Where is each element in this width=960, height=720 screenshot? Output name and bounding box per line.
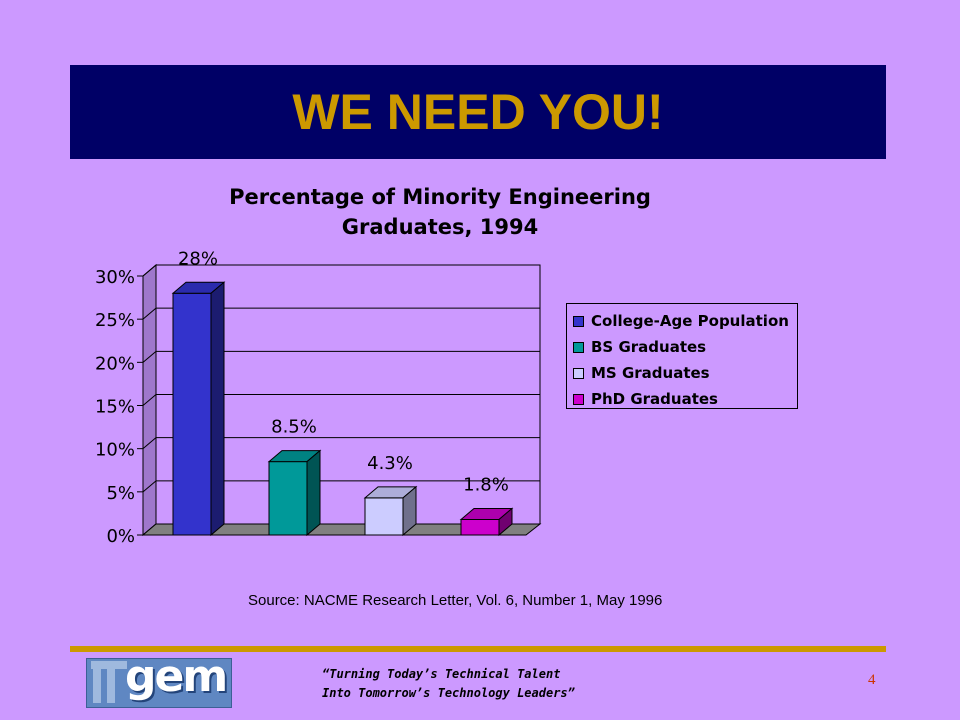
chart-title: Percentage of Minority Engineering Gradu… xyxy=(160,182,720,242)
y-tick-label: 5% xyxy=(106,483,135,504)
data-label: 8.5% xyxy=(271,417,317,438)
tagline-line-2: Into Tomorrow’s Technology Leaders” xyxy=(322,686,575,700)
legend-item: PhD Graduates xyxy=(573,386,797,412)
logo-wordmark: gem xyxy=(125,658,228,702)
bar-4 xyxy=(460,518,500,536)
source-citation: Source: NACME Research Letter, Vol. 6, N… xyxy=(248,592,663,609)
data-label: 1.8% xyxy=(463,474,509,495)
legend-swatch xyxy=(573,341,584,353)
y-tick-label: 30% xyxy=(95,267,135,288)
slide-title: WE NEED YOU! xyxy=(292,84,664,140)
bar-side-1 xyxy=(210,281,225,537)
logo-pediment xyxy=(91,661,127,669)
chart-title-line-1: Percentage of Minority Engineering xyxy=(229,185,651,209)
gridline-side xyxy=(142,307,157,320)
legend-swatch xyxy=(573,367,584,379)
chart-title-line-2: Graduates, 1994 xyxy=(341,215,539,239)
footer-rule xyxy=(70,646,886,652)
legend-label: BS Graduates xyxy=(591,338,707,356)
legend-swatch xyxy=(573,315,584,327)
title-banner: WE NEED YOU! xyxy=(70,65,886,159)
gridline-side xyxy=(142,437,157,450)
legend-label: College-Age Population xyxy=(591,312,789,330)
y-tick-label: 25% xyxy=(95,310,135,331)
bar-side-4 xyxy=(498,507,513,537)
data-label: 4.3% xyxy=(367,453,413,474)
tagline: “Turning Today’s Technical Talent Into T… xyxy=(322,665,575,703)
gem-logo: gem xyxy=(86,658,232,708)
gridline-side xyxy=(142,394,157,406)
logo-pillar xyxy=(93,667,101,703)
gridline-side xyxy=(142,350,157,363)
chart-legend: College-Age Population BS Graduates MS Gra… xyxy=(566,303,798,409)
legend-label: PhD Graduates xyxy=(591,390,718,408)
gridline-side xyxy=(142,480,157,493)
legend-item: BS Graduates xyxy=(573,334,797,360)
legend-item: MS Graduates xyxy=(573,360,797,386)
bar-3 xyxy=(364,497,404,536)
gridline-side xyxy=(142,264,157,277)
bar-1 xyxy=(172,292,212,536)
bar-side-3 xyxy=(402,485,417,537)
y-tick-label: 15% xyxy=(95,397,135,418)
y-tick-label: 10% xyxy=(95,440,135,461)
data-label: 28% xyxy=(178,248,218,269)
logo-pillar xyxy=(107,667,115,703)
legend-label: MS Graduates xyxy=(591,364,710,382)
bar-side-2 xyxy=(306,449,321,537)
bar-2 xyxy=(268,461,308,536)
legend-item: College-Age Population xyxy=(573,308,797,334)
y-tick-label: 20% xyxy=(95,353,135,374)
legend-swatch xyxy=(573,393,584,405)
y-tick-label: 0% xyxy=(106,526,135,547)
page-number: 4 xyxy=(868,672,876,688)
tagline-line-1: “Turning Today’s Technical Talent xyxy=(322,667,561,681)
